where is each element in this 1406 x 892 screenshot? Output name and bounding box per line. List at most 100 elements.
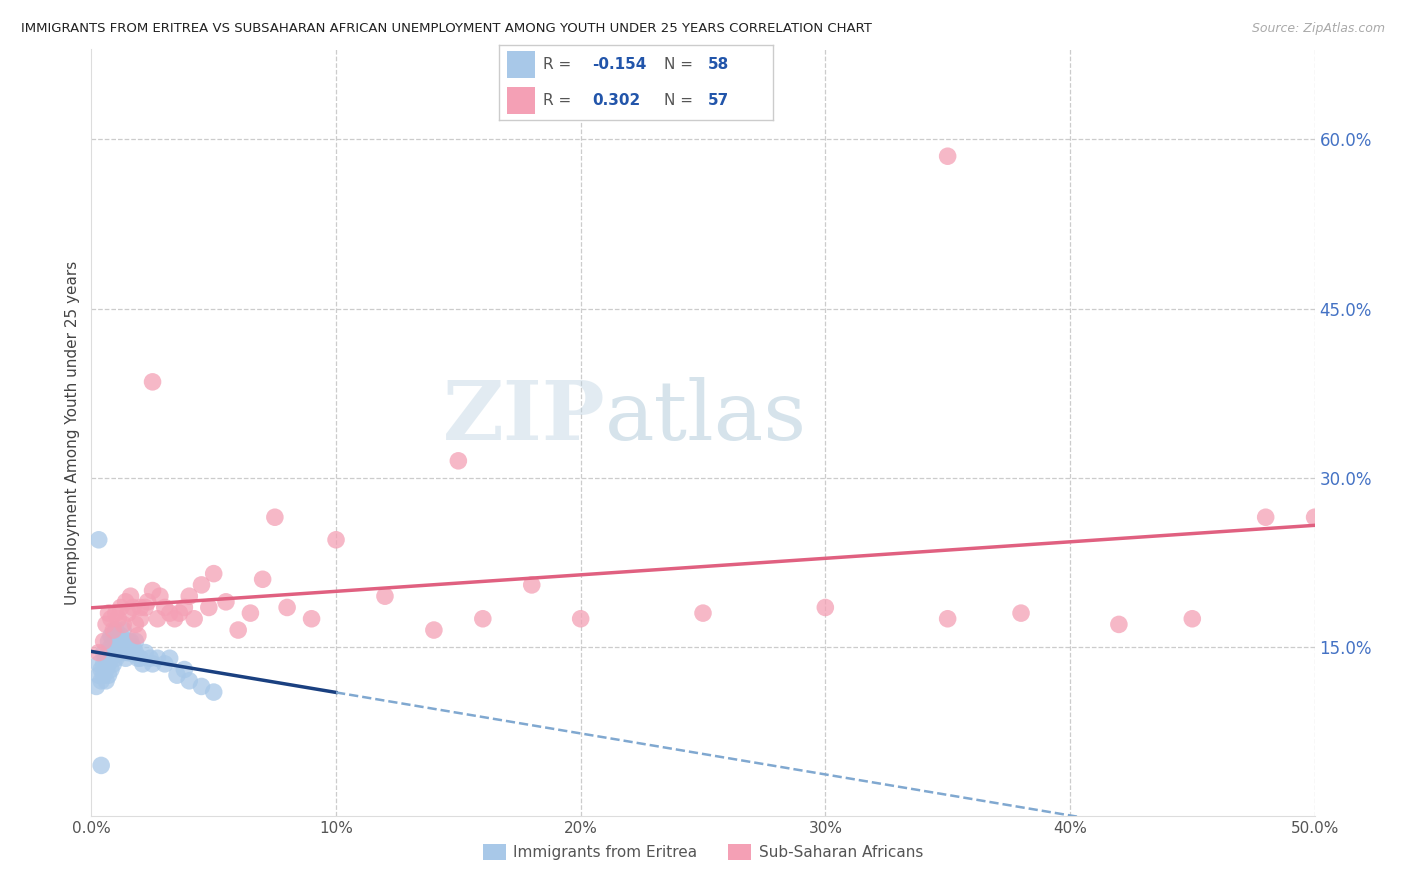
Point	[149, 589, 172, 603]
Point	[163, 612, 186, 626]
Point	[276, 600, 298, 615]
Point	[93, 668, 115, 682]
Text: 57: 57	[707, 93, 728, 108]
Point	[117, 606, 139, 620]
Point	[141, 657, 163, 671]
Point	[141, 375, 163, 389]
Point	[117, 634, 139, 648]
Point	[84, 680, 107, 694]
Point	[97, 634, 120, 648]
Point	[87, 646, 110, 660]
Point	[1181, 612, 1204, 626]
Text: R =: R =	[543, 57, 571, 72]
Point	[202, 566, 225, 581]
Point	[1010, 606, 1032, 620]
Point	[1303, 510, 1326, 524]
Point	[122, 640, 145, 654]
Point	[120, 646, 142, 660]
Point	[100, 651, 122, 665]
Point	[122, 600, 145, 615]
Point	[134, 600, 156, 615]
Point	[146, 651, 169, 665]
FancyBboxPatch shape	[508, 51, 534, 78]
Point	[173, 600, 195, 615]
Point	[153, 600, 176, 615]
Point	[87, 657, 110, 671]
Point	[129, 612, 152, 626]
Point	[100, 629, 122, 643]
Point	[127, 629, 149, 643]
Point	[134, 646, 156, 660]
Point	[93, 657, 115, 671]
Point	[183, 612, 205, 626]
Point	[90, 758, 112, 772]
Point	[94, 663, 117, 677]
Point	[87, 533, 110, 547]
Point	[94, 673, 117, 688]
Point	[120, 634, 142, 648]
Point	[301, 612, 323, 626]
Point	[104, 606, 127, 620]
Legend: Immigrants from Eritrea, Sub-Saharan Africans: Immigrants from Eritrea, Sub-Saharan Afr…	[477, 838, 929, 866]
Point	[374, 589, 396, 603]
Point	[814, 600, 837, 615]
Text: IMMIGRANTS FROM ERITREA VS SUBSAHARAN AFRICAN UNEMPLOYMENT AMONG YOUTH UNDER 25 : IMMIGRANTS FROM ERITREA VS SUBSAHARAN AF…	[21, 22, 872, 36]
Point	[104, 651, 127, 665]
Point	[93, 634, 115, 648]
Text: atlas: atlas	[605, 377, 807, 458]
Point	[97, 606, 120, 620]
Point	[104, 629, 127, 643]
Point	[447, 454, 470, 468]
Point	[100, 640, 122, 654]
Point	[103, 646, 125, 660]
Point	[173, 663, 195, 677]
Point	[90, 673, 112, 688]
Point	[124, 617, 146, 632]
Point	[114, 651, 136, 665]
Text: R =: R =	[543, 93, 571, 108]
Point	[129, 600, 152, 615]
Point	[114, 640, 136, 654]
Point	[110, 629, 132, 643]
Point	[471, 612, 494, 626]
Text: 58: 58	[707, 57, 728, 72]
Text: 0.302: 0.302	[592, 93, 641, 108]
Point	[226, 623, 249, 637]
Text: N =: N =	[664, 57, 693, 72]
Text: N =: N =	[664, 93, 693, 108]
Point	[112, 646, 135, 660]
Text: -0.154: -0.154	[592, 57, 647, 72]
Point	[107, 646, 129, 660]
Point	[104, 623, 127, 637]
Point	[90, 663, 112, 677]
Point	[120, 589, 142, 603]
Point	[146, 612, 169, 626]
Point	[190, 578, 212, 592]
Point	[936, 612, 959, 626]
Point	[112, 617, 135, 632]
Y-axis label: Unemployment Among Youth under 25 years: Unemployment Among Youth under 25 years	[65, 260, 80, 605]
Point	[117, 646, 139, 660]
Point	[100, 612, 122, 626]
Point	[112, 634, 135, 648]
Point	[179, 589, 201, 603]
Point	[520, 578, 543, 592]
Point	[124, 634, 146, 648]
Point	[264, 510, 287, 524]
Point	[103, 634, 125, 648]
Point	[252, 572, 274, 586]
Point	[136, 595, 159, 609]
Point	[179, 673, 201, 688]
Point	[325, 533, 347, 547]
Point	[202, 685, 225, 699]
Point	[139, 651, 162, 665]
Point	[239, 606, 262, 620]
Point	[97, 668, 120, 682]
Point	[1254, 510, 1277, 524]
Point	[94, 617, 117, 632]
Point	[159, 606, 181, 620]
Point	[153, 657, 176, 671]
Point	[103, 623, 125, 637]
Point	[169, 606, 191, 620]
Point	[93, 646, 115, 660]
